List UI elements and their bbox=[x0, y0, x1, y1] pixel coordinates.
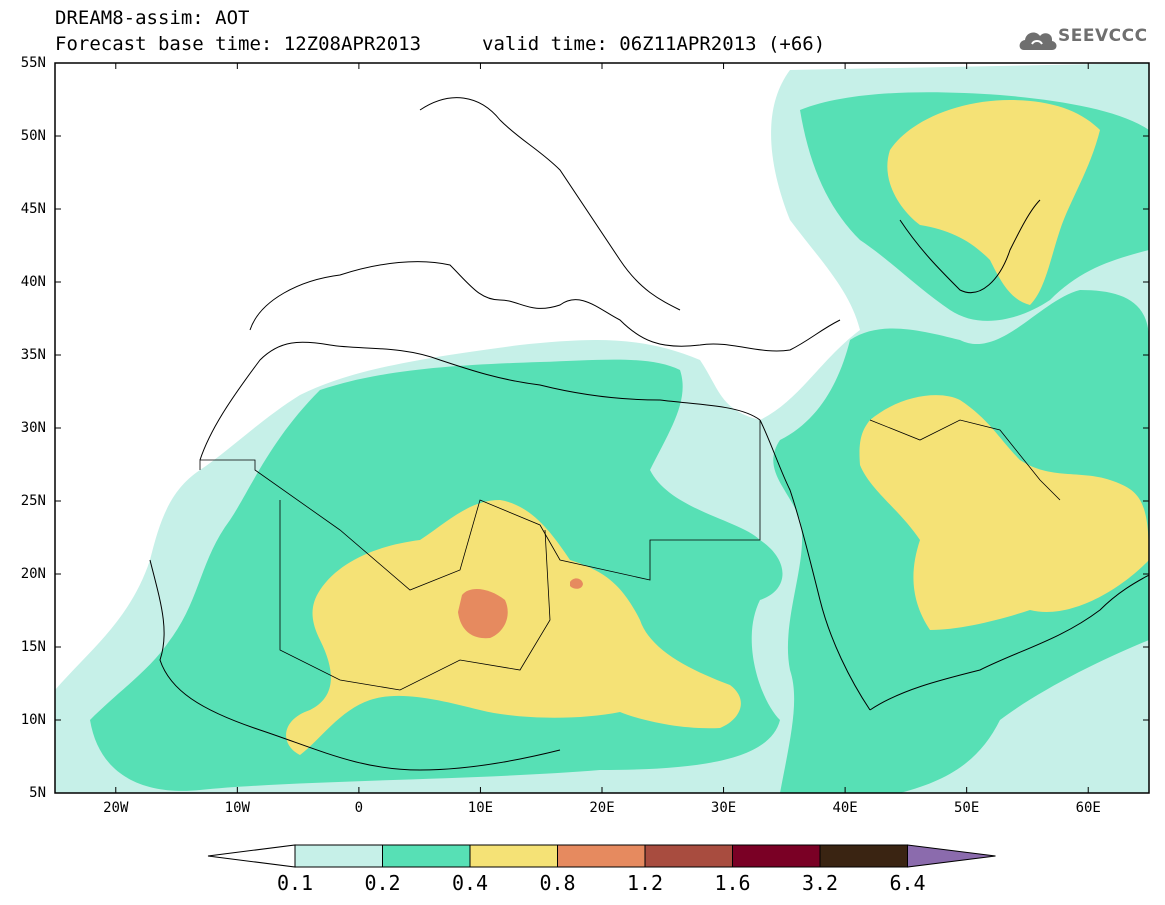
lon-label: 30E bbox=[710, 800, 737, 816]
lat-label: 5N bbox=[29, 785, 46, 801]
colorbar-right-arrow bbox=[907, 844, 996, 868]
lat-label: 30N bbox=[20, 420, 46, 436]
lat-label: 20N bbox=[20, 566, 46, 582]
lat-label: 50N bbox=[20, 128, 46, 144]
lat-label: 25N bbox=[20, 493, 46, 509]
lat-label: 35N bbox=[20, 347, 46, 363]
colorbar-label: 0.8 bbox=[539, 871, 576, 895]
coastlines-and-borders bbox=[149, 97, 1149, 771]
colorbar-swatch bbox=[644, 844, 733, 868]
aot-layer-0.8 bbox=[458, 578, 583, 639]
lon-label: 50E bbox=[954, 800, 980, 816]
colorbar-swatch bbox=[557, 844, 646, 868]
map-title: DREAM8-assim: AOT bbox=[55, 7, 250, 29]
colorbar-swatch bbox=[819, 844, 908, 868]
colorbar-swatch bbox=[469, 844, 558, 868]
cloud-logo-icon bbox=[1019, 32, 1057, 50]
lon-label: 20W bbox=[103, 800, 129, 816]
lon-label: 0 bbox=[354, 800, 364, 816]
colorbar-swatch bbox=[294, 844, 383, 868]
colorbar-label: 0.2 bbox=[364, 871, 401, 895]
colorbar-label: 6.4 bbox=[889, 871, 926, 895]
colorbar-label: 1.2 bbox=[626, 871, 664, 895]
lat-label: 40N bbox=[20, 274, 46, 290]
political-borders bbox=[199, 419, 1061, 691]
colorbar bbox=[207, 844, 996, 868]
lat-label: 10N bbox=[20, 712, 46, 728]
colorbar-swatch bbox=[382, 844, 471, 868]
axis-ticks bbox=[55, 62, 1149, 794]
lat-label: 15N bbox=[20, 639, 46, 655]
lon-label: 60E bbox=[1075, 800, 1101, 816]
colorbar-label: 3.2 bbox=[801, 871, 839, 895]
lat-label: 55N bbox=[20, 55, 46, 71]
lat-label: 45N bbox=[20, 201, 46, 217]
colorbar-label: 0.4 bbox=[451, 871, 489, 895]
colorbar-label: 1.6 bbox=[714, 871, 751, 895]
lon-label: 10W bbox=[224, 800, 250, 816]
colorbar-swatch bbox=[732, 844, 821, 868]
logo-text: SEEVCCC bbox=[1058, 26, 1148, 46]
lon-label: 10E bbox=[467, 800, 494, 816]
colorbar-label: 0.1 bbox=[276, 871, 314, 895]
forecast-base-time: Forecast base time: 12Z08APR2013 bbox=[55, 33, 422, 55]
lon-label: 20E bbox=[589, 800, 615, 816]
lon-label: 40E bbox=[832, 800, 858, 816]
valid-time: valid time: 06Z11APR2013 (+66) bbox=[482, 33, 826, 55]
aot-layer-0.4 bbox=[286, 100, 1149, 755]
colorbar-left-arrow bbox=[207, 844, 296, 868]
